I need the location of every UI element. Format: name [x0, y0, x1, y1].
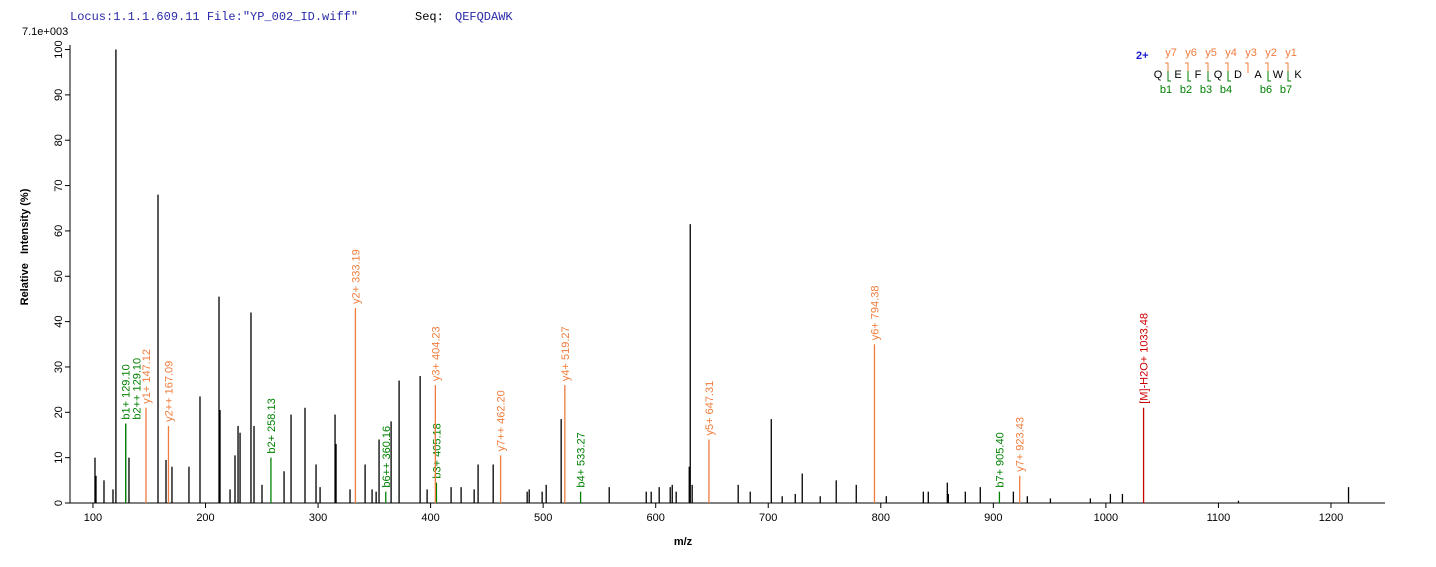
x-tick-label: 1200: [1319, 512, 1343, 524]
y-tick-label: 70: [53, 179, 65, 191]
residue: D: [1234, 69, 1242, 81]
peak-label: y1+ 147.12: [141, 349, 153, 404]
b-ion: b7: [1280, 84, 1292, 96]
peak-label: y6+ 794.38: [869, 286, 881, 341]
x-tick-label: 700: [759, 512, 777, 524]
y-ion-bracket: [1265, 62, 1269, 73]
y-axis-title: Relative Intensity (%): [19, 188, 31, 305]
peak-label: y2++ 167.09: [163, 361, 175, 422]
x-axis-title: m/z: [674, 536, 693, 548]
y-ion-bracket: [1225, 62, 1229, 73]
residue: F: [1195, 69, 1202, 81]
x-tick-label: 200: [196, 512, 214, 524]
b-ion-bracket: [1287, 71, 1291, 82]
residue: Q: [1214, 69, 1223, 81]
peak-label: b7+ 905.40: [994, 432, 1006, 487]
peak-label: y4+ 519.27: [560, 326, 572, 381]
y-ion: y2: [1265, 47, 1277, 59]
peak-label: b1+ 129.10: [121, 364, 133, 419]
y-ion-bracket: [1185, 62, 1189, 73]
y-tick-label: 80: [53, 134, 65, 146]
y-ion: y1: [1285, 47, 1297, 59]
y-ion: y7: [1165, 47, 1177, 59]
y-tick-label: 30: [53, 361, 65, 373]
residue: A: [1254, 69, 1262, 81]
peak-label: y7+ 923.43: [1015, 417, 1027, 472]
b-ion: b1: [1160, 84, 1172, 96]
peak-label: y7++ 462.20: [496, 390, 508, 451]
x-tick-label: 800: [872, 512, 890, 524]
x-tick-label: 900: [984, 512, 1002, 524]
y-ion-bracket: [1245, 62, 1249, 73]
peak-label: y5+ 647.31: [704, 381, 716, 436]
y-tick-label: 40: [53, 315, 65, 327]
residue: E: [1174, 69, 1181, 81]
peak-label: b3+ 405.18: [431, 423, 443, 478]
b-ion: b4: [1220, 84, 1232, 96]
peak-label: y3+ 404.23: [430, 326, 442, 381]
x-tick-label: 600: [647, 512, 665, 524]
seq-label: Seq:: [415, 10, 444, 24]
residue: K: [1294, 69, 1302, 81]
y-tick-label: 90: [53, 89, 65, 101]
y-ion: y4: [1225, 47, 1237, 59]
x-tick-label: 1000: [1094, 512, 1118, 524]
sequence: QEFQDAWK: [455, 10, 513, 24]
x-tick-label: 1100: [1207, 512, 1231, 524]
x-tick-label: 500: [534, 512, 552, 524]
peak-label: [M]-H2O+ 1033.48: [1139, 313, 1151, 404]
y-tick-label: 50: [53, 270, 65, 282]
b-ion-bracket: [1207, 71, 1211, 82]
y-ion-bracket: [1165, 62, 1169, 73]
x-tick-label: 100: [84, 512, 102, 524]
y-ion: y5: [1205, 47, 1217, 59]
y-ion-bracket: [1205, 62, 1209, 73]
y-tick-label: 60: [53, 225, 65, 237]
y-ion-bracket: [1285, 62, 1289, 73]
peak-label: b2++ 129.10: [132, 358, 144, 420]
b-ion-bracket: [1187, 71, 1191, 82]
y-tick-label: 0: [53, 500, 65, 506]
b-ion: b2: [1180, 84, 1192, 96]
b-ion: b3: [1200, 84, 1212, 96]
x-tick-label: 400: [421, 512, 439, 524]
y-ion: y3: [1245, 47, 1257, 59]
y-ion: y6: [1185, 47, 1197, 59]
residue: W: [1273, 69, 1284, 81]
peak-label: b4+ 533.27: [576, 432, 588, 487]
charge-state: 2+: [1136, 50, 1149, 62]
peak-label: b2+ 258.13: [266, 398, 278, 453]
peak-label: b6++ 360.16: [381, 426, 393, 488]
b-ion-bracket: [1267, 71, 1271, 82]
b-ion-bracket: [1167, 71, 1171, 82]
b-ion-bracket: [1227, 71, 1231, 82]
y-tick-label: 20: [53, 406, 65, 418]
x-tick-label: 300: [309, 512, 327, 524]
y-tick-label: 10: [53, 452, 65, 464]
peak-label: y2+ 333.19: [350, 249, 362, 304]
locus-info: Locus:1.1.1.609.11 File:"YP_002_ID.wiff": [70, 10, 358, 24]
intensity-scale: 7.1e+003: [22, 26, 68, 38]
y-tick-label: 100: [53, 40, 65, 58]
b-ion: b6: [1260, 84, 1272, 96]
residue: Q: [1154, 69, 1163, 81]
